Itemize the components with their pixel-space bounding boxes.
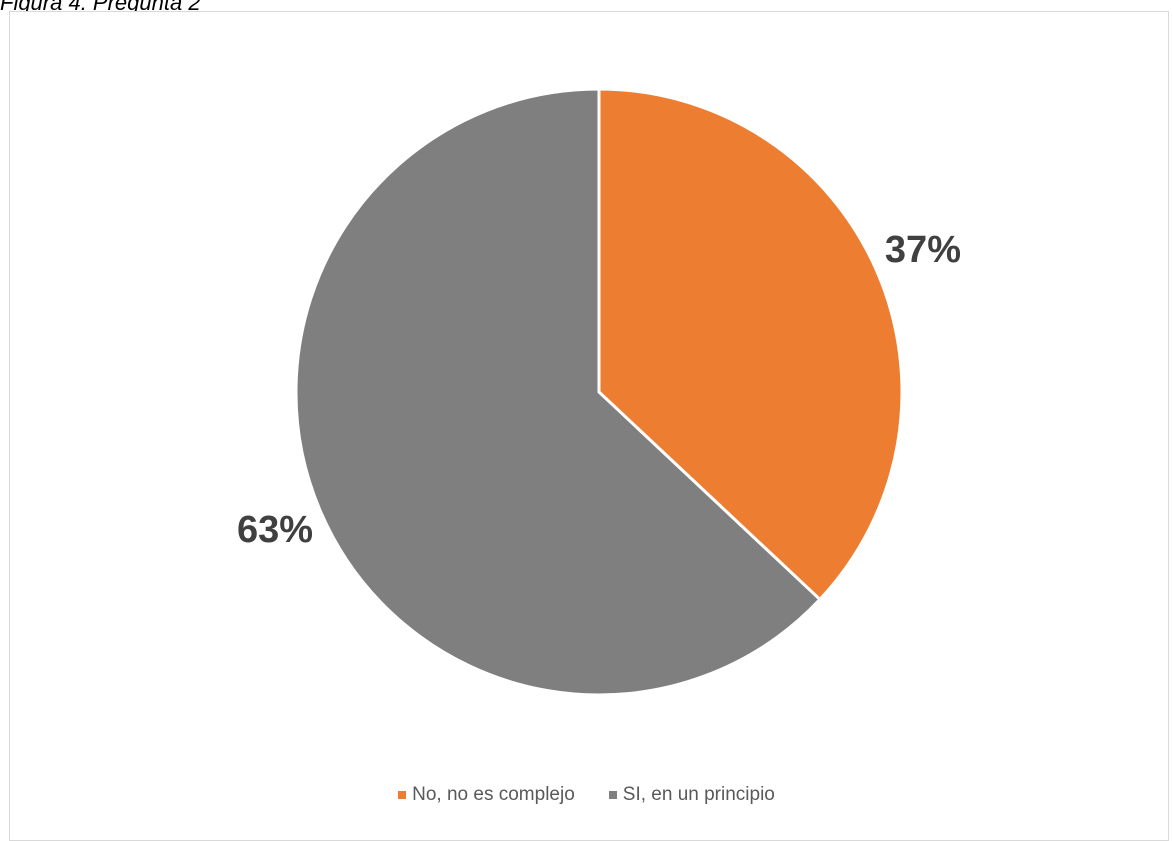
chart-legend: No, no es complejo SI, en un principio bbox=[0, 784, 1173, 806]
legend-swatch-si bbox=[608, 791, 617, 799]
legend-label-si: SI, en un principio bbox=[622, 784, 775, 805]
pie-slice-si bbox=[294, 87, 823, 697]
legend-swatch-no bbox=[398, 791, 407, 799]
legend-label-no: No, no es complejo bbox=[412, 784, 575, 805]
legend-item-no: No, no es complejo bbox=[398, 784, 575, 806]
pie-slice-no bbox=[597, 87, 904, 602]
legend-item-si: SI, en un principio bbox=[608, 784, 775, 806]
data-label-si: 63% bbox=[237, 509, 313, 551]
data-label-no: 37% bbox=[885, 229, 961, 271]
